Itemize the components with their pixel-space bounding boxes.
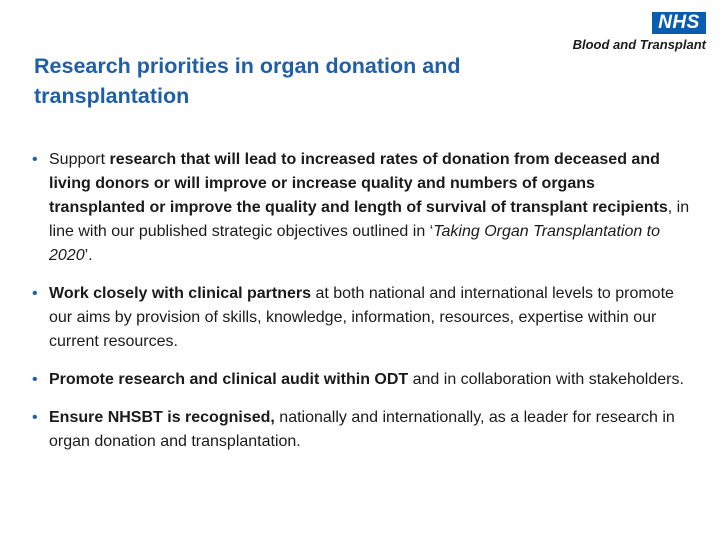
bullet-text-segment: Taking Organ Transplantation to 2020 <box>49 223 661 264</box>
bullet-text-segment: and in collaboration with stakeholders. <box>408 371 684 388</box>
bullet-text-segment: ’. <box>84 247 93 264</box>
nhs-blood-and-transplant-logo: NHS Blood and Transplant <box>546 12 706 52</box>
bullet-dot-icon: • <box>32 371 38 388</box>
nhs-logo-badge: NHS <box>652 12 706 34</box>
bullet-text-segment: Work closely with clinical partners <box>49 285 312 302</box>
bullet-item: • Work closely with clinical partners at… <box>32 282 692 354</box>
bullet-item: • Ensure NHSBT is recognised, nationally… <box>32 406 692 454</box>
bullet-text-segment: Support <box>49 151 110 168</box>
bullet-text-segment: nationally and internationally, as a lea… <box>49 409 675 450</box>
bullet-text-segment: research that will lead to increased rat… <box>49 151 668 216</box>
bullet-list: • Support research that will lead to inc… <box>32 148 692 468</box>
bullet-dot-icon: • <box>32 151 38 168</box>
bullet-dot-icon: • <box>32 409 38 426</box>
bullet-text-segment: Promote research and clinical audit with… <box>49 371 409 388</box>
bullet-text-segment: , in line with our published strategic o… <box>49 199 690 240</box>
bullet-text-segment: at both national and international level… <box>49 285 674 350</box>
slide-title: Research priorities in organ donation an… <box>34 54 461 108</box>
bullet-item: • Promote research and clinical audit wi… <box>32 368 692 392</box>
bullet-item: • Support research that will lead to inc… <box>32 148 692 268</box>
bullet-text-segment: Ensure NHSBT is recognised, <box>49 409 275 426</box>
organisation-name: Blood and Transplant <box>572 37 706 52</box>
bullet-dot-icon: • <box>32 285 38 302</box>
